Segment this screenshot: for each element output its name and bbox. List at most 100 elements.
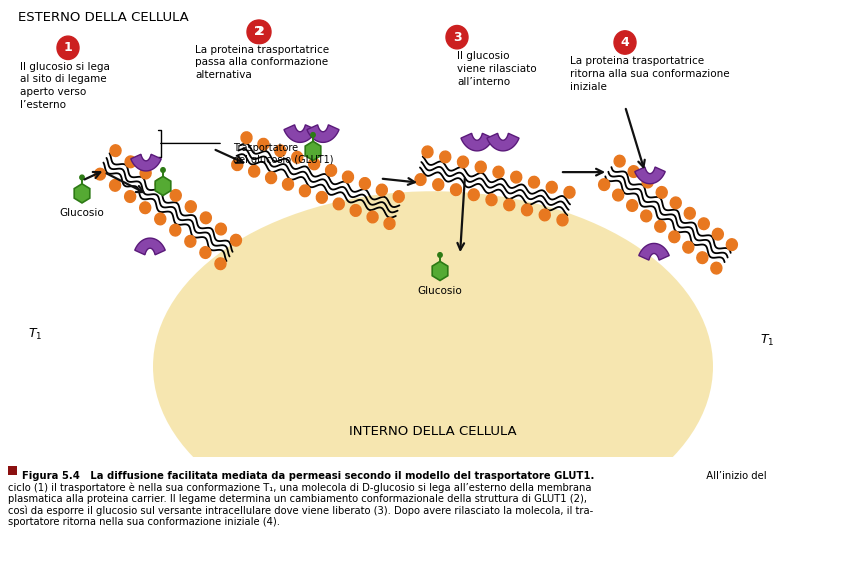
Circle shape — [110, 179, 120, 191]
Circle shape — [249, 20, 271, 44]
Circle shape — [384, 218, 395, 229]
Circle shape — [266, 172, 276, 183]
Circle shape — [504, 199, 514, 211]
Circle shape — [215, 258, 226, 269]
Circle shape — [493, 166, 504, 178]
Circle shape — [713, 228, 723, 240]
Circle shape — [422, 146, 433, 158]
Circle shape — [415, 174, 426, 186]
Polygon shape — [635, 167, 665, 184]
Circle shape — [140, 167, 152, 179]
Polygon shape — [487, 133, 519, 151]
Circle shape — [333, 198, 345, 210]
FancyBboxPatch shape — [8, 466, 17, 475]
Circle shape — [367, 211, 378, 223]
Circle shape — [230, 235, 242, 246]
Circle shape — [125, 191, 136, 203]
Polygon shape — [461, 133, 493, 151]
Text: così da esporre il glucosio sul versante intracellulare dove viene liberato (3).: così da esporre il glucosio sul versante… — [8, 505, 593, 516]
Circle shape — [669, 231, 680, 243]
Text: All’inizio del: All’inizio del — [700, 471, 766, 481]
Circle shape — [440, 151, 450, 163]
Circle shape — [711, 262, 722, 274]
Text: Trasportatore
del glucosio (GLUT1): Trasportatore del glucosio (GLUT1) — [233, 143, 333, 165]
Circle shape — [564, 186, 575, 198]
Circle shape — [247, 20, 269, 44]
Circle shape — [557, 214, 568, 226]
Circle shape — [521, 204, 533, 216]
Text: sportatore ritorna nella sua conformazione iniziale (4).: sportatore ritorna nella sua conformazio… — [8, 517, 280, 527]
Circle shape — [670, 197, 682, 209]
Circle shape — [184, 236, 196, 247]
Circle shape — [438, 253, 443, 257]
Circle shape — [171, 190, 181, 201]
Circle shape — [241, 132, 252, 144]
Circle shape — [350, 205, 361, 217]
Circle shape — [170, 224, 181, 236]
Ellipse shape — [153, 191, 713, 542]
Polygon shape — [135, 238, 165, 255]
Text: $T_1$: $T_1$ — [28, 327, 42, 342]
Circle shape — [155, 213, 165, 225]
Circle shape — [656, 187, 667, 198]
Polygon shape — [432, 261, 448, 281]
Text: INTERNO DELLA CELLULA: INTERNO DELLA CELLULA — [349, 425, 517, 438]
Text: La proteina trasportatrice
passa alla conformazione
alternativa: La proteina trasportatrice passa alla co… — [195, 45, 329, 80]
Circle shape — [475, 161, 486, 173]
Circle shape — [308, 158, 320, 170]
Circle shape — [628, 166, 639, 178]
Circle shape — [450, 184, 462, 196]
Circle shape — [393, 191, 404, 203]
Text: 4: 4 — [621, 36, 630, 49]
Circle shape — [598, 179, 610, 190]
Circle shape — [433, 179, 443, 190]
Text: ESTERNO DELLA CELLULA: ESTERNO DELLA CELLULA — [18, 10, 189, 24]
Circle shape — [300, 185, 310, 197]
Circle shape — [698, 218, 709, 229]
Circle shape — [612, 189, 624, 201]
Circle shape — [316, 191, 327, 203]
Circle shape — [275, 145, 286, 157]
Circle shape — [216, 223, 226, 235]
Circle shape — [684, 207, 695, 219]
Circle shape — [682, 242, 694, 253]
Circle shape — [528, 176, 540, 188]
Circle shape — [546, 182, 557, 193]
Circle shape — [161, 168, 165, 172]
Circle shape — [125, 156, 136, 168]
Circle shape — [359, 178, 371, 189]
Circle shape — [614, 155, 625, 167]
Polygon shape — [284, 125, 316, 143]
Text: Glucosio: Glucosio — [60, 208, 105, 218]
Circle shape — [139, 202, 151, 214]
Circle shape — [511, 171, 521, 183]
Circle shape — [326, 165, 337, 176]
Circle shape — [486, 194, 497, 205]
Polygon shape — [305, 141, 320, 161]
Circle shape — [94, 168, 106, 180]
Circle shape — [80, 175, 84, 180]
Polygon shape — [74, 184, 90, 203]
Circle shape — [457, 156, 469, 168]
Polygon shape — [131, 154, 161, 171]
Text: $T_1$: $T_1$ — [760, 332, 774, 347]
Circle shape — [627, 200, 637, 211]
Text: 1: 1 — [63, 41, 73, 54]
Circle shape — [185, 201, 197, 212]
Circle shape — [727, 239, 737, 250]
Text: ciclo (1) il trasportatore è nella sua conformazione T₁, una molecola di D-gluco: ciclo (1) il trasportatore è nella sua c… — [8, 482, 591, 493]
Circle shape — [446, 26, 468, 49]
Text: 2: 2 — [254, 26, 262, 38]
Text: La proteina trasportatrice
ritorna alla sua conformazione
iniziale: La proteina trasportatrice ritorna alla … — [570, 56, 730, 92]
Circle shape — [258, 139, 269, 150]
Circle shape — [200, 247, 211, 258]
Text: 3: 3 — [453, 31, 462, 44]
Circle shape — [342, 171, 353, 183]
Text: Il glucosio si lega
al sito di legame
aperto verso
l’esterno: Il glucosio si lega al sito di legame ap… — [20, 62, 110, 110]
Polygon shape — [307, 125, 339, 143]
Circle shape — [311, 133, 315, 137]
Circle shape — [614, 31, 636, 54]
Circle shape — [469, 189, 479, 201]
Text: Figura 5.4   La diffusione facilitata mediata da permeasi secondo il modello del: Figura 5.4 La diffusione facilitata medi… — [22, 471, 594, 481]
Circle shape — [282, 179, 294, 190]
